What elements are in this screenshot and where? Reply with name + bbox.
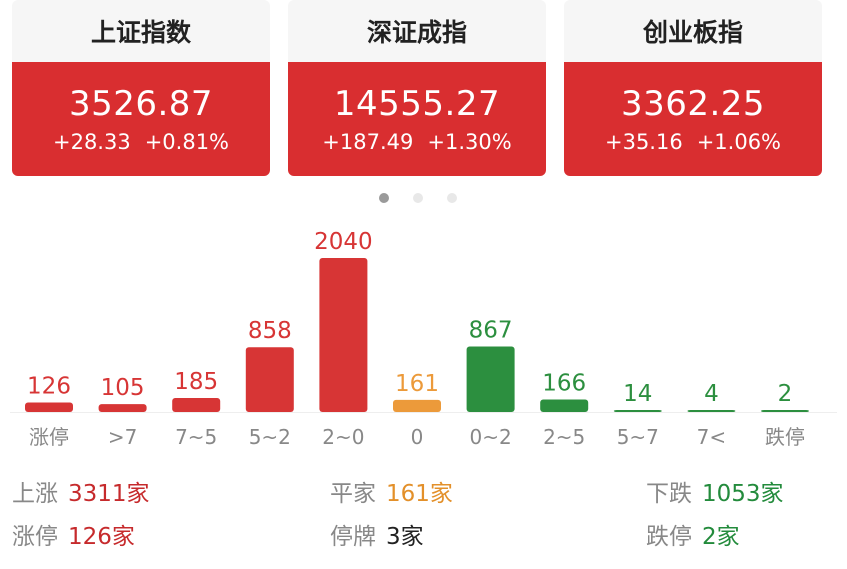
price-change-distribution-chart: 126 涨停 105 >7 185 7~5 858 5~2 2040 2~0 161 0 867 0~2 1… bbox=[10, 229, 837, 449]
index-change-pct: +1.06% bbox=[696, 130, 782, 154]
chart-bar bbox=[319, 258, 368, 412]
chart-value-label: 105 bbox=[101, 375, 145, 401]
index-change: +35.16 bbox=[604, 130, 683, 154]
chart-value-label: 867 bbox=[469, 318, 513, 344]
stats-left: 上涨 3311家 涨停 126家 bbox=[12, 469, 150, 555]
chart-bar bbox=[466, 346, 515, 412]
chart-category-label: 5~2 bbox=[249, 425, 291, 449]
chart-bar bbox=[761, 410, 809, 412]
chart-bar bbox=[172, 398, 221, 412]
chart-category-label: >7 bbox=[108, 425, 137, 449]
chart-value-label: 2 bbox=[778, 381, 793, 407]
stats-right: 下跌 1053家 跌停 2家 bbox=[646, 469, 784, 555]
index-value: 14555.27 bbox=[333, 84, 501, 124]
index-name: 深证成指 bbox=[288, 0, 546, 62]
stat-flat-value: 161家 bbox=[386, 480, 453, 507]
index-name: 创业板指 bbox=[564, 0, 822, 62]
stat-down-value: 1053家 bbox=[702, 480, 784, 507]
chart-value-label: 858 bbox=[248, 318, 292, 344]
chart-value-label: 166 bbox=[542, 370, 586, 396]
chart-category-label: 涨停 bbox=[29, 425, 69, 449]
stat-limit-up-label: 涨停 bbox=[12, 523, 58, 550]
stat-up: 上涨 3311家 bbox=[12, 469, 150, 512]
stat-up-value: 3311家 bbox=[68, 480, 150, 507]
stat-limit-down-value: 2家 bbox=[702, 523, 740, 550]
chart-bar bbox=[98, 404, 147, 412]
index-name: 上证指数 bbox=[12, 0, 270, 62]
index-change-pct: +1.30% bbox=[427, 130, 512, 154]
stat-limit-up: 涨停 126家 bbox=[12, 512, 150, 555]
chart-bar bbox=[393, 399, 441, 412]
chart-bar bbox=[245, 347, 294, 412]
stats-middle: 平家 161家 停牌 3家 bbox=[330, 469, 453, 555]
chart-category-label: 0~2 bbox=[469, 425, 511, 449]
index-change-pct: +0.81% bbox=[144, 130, 230, 154]
index-change: +187.49 bbox=[322, 130, 414, 154]
carousel-dot[interactable] bbox=[447, 193, 457, 203]
chart-bar bbox=[25, 402, 73, 412]
chart-category-label: 0 bbox=[411, 425, 424, 449]
chart-category-label: 7~5 bbox=[175, 425, 217, 449]
stat-down: 下跌 1053家 bbox=[646, 469, 784, 512]
stat-up-label: 上涨 bbox=[12, 480, 58, 507]
chart-category-label: 2~5 bbox=[543, 425, 585, 449]
stat-flat-label: 平家 bbox=[330, 480, 376, 507]
chart-category-label: 5~7 bbox=[617, 425, 659, 449]
stat-suspended: 停牌 3家 bbox=[330, 512, 453, 555]
index-value: 3362.25 bbox=[620, 84, 766, 124]
stat-limit-down-label: 跌停 bbox=[646, 523, 692, 550]
chart-value-label: 126 bbox=[27, 373, 71, 399]
chart-value-label: 161 bbox=[395, 371, 439, 397]
chart-bar bbox=[687, 410, 736, 412]
chart-category-label: 跌停 bbox=[765, 425, 805, 449]
chart-bar bbox=[613, 410, 662, 412]
carousel-indicator[interactable] bbox=[379, 193, 457, 203]
carousel-dot-active[interactable] bbox=[379, 193, 389, 203]
chart-category-label: 7< bbox=[697, 425, 726, 449]
index-card-chinext[interactable]: 创业板指 3362.25 +35.16 +1.06% bbox=[564, 0, 822, 176]
stat-suspended-value: 3家 bbox=[386, 523, 424, 550]
index-value: 3526.87 bbox=[68, 84, 214, 124]
chart-value-label: 4 bbox=[704, 381, 719, 407]
index-card-shenzhen[interactable]: 深证成指 14555.27 +187.49 +1.30% bbox=[288, 0, 546, 176]
stat-suspended-label: 停牌 bbox=[330, 523, 376, 550]
stat-down-label: 下跌 bbox=[646, 480, 692, 507]
chart-bar bbox=[540, 399, 589, 412]
stat-limit-down: 跌停 2家 bbox=[646, 512, 784, 555]
index-change: +28.33 bbox=[52, 130, 131, 154]
stat-limit-up-value: 126家 bbox=[68, 523, 135, 550]
stat-flat: 平家 161家 bbox=[330, 469, 453, 512]
chart-value-label: 2040 bbox=[314, 229, 373, 255]
chart-value-label: 185 bbox=[174, 369, 218, 395]
index-card-shanghai[interactable]: 上证指数 3526.87 +28.33 +0.81% bbox=[12, 0, 270, 176]
chart-category-label: 2~0 bbox=[322, 425, 364, 449]
carousel-dot[interactable] bbox=[413, 193, 423, 203]
chart-value-label: 14 bbox=[623, 381, 652, 407]
